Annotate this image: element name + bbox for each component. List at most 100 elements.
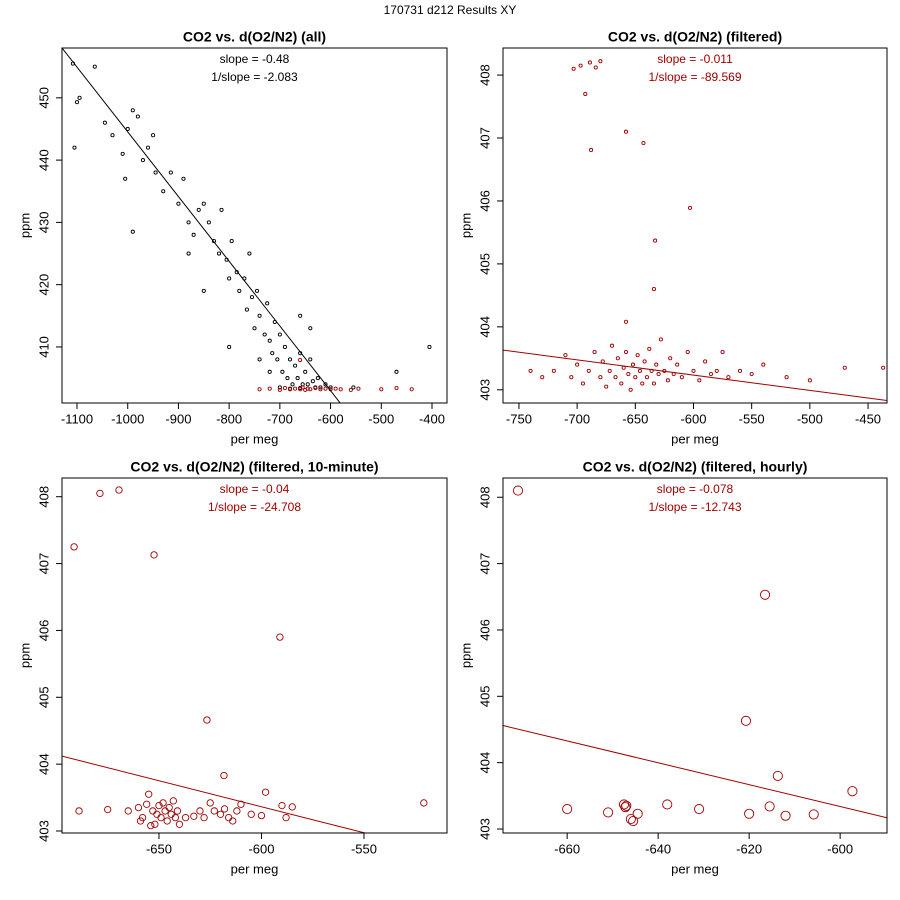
point xyxy=(592,349,597,355)
x-tick-label: -550 xyxy=(351,841,377,856)
point xyxy=(191,232,196,237)
point xyxy=(749,371,754,377)
x-tick-label: -1000 xyxy=(111,411,144,426)
x-tick-label: -800 xyxy=(216,411,242,426)
point xyxy=(625,814,636,825)
point xyxy=(282,344,287,349)
y-tick-label: 406 xyxy=(477,190,492,212)
point xyxy=(275,357,280,362)
y-tick-label: 408 xyxy=(477,64,492,86)
point xyxy=(807,378,812,383)
point xyxy=(512,485,524,496)
point xyxy=(308,357,313,362)
point xyxy=(257,387,262,392)
point xyxy=(210,807,218,815)
x-tick-label: -700 xyxy=(267,411,293,426)
point xyxy=(615,356,620,361)
point xyxy=(315,376,320,381)
plot-area xyxy=(62,486,428,833)
plot-frame xyxy=(61,477,448,834)
fit-line xyxy=(62,48,341,403)
x-axis-label: per meg xyxy=(671,431,719,446)
point xyxy=(687,205,693,210)
point xyxy=(630,362,636,367)
point xyxy=(540,375,545,380)
plot-area xyxy=(503,59,887,401)
point xyxy=(668,356,673,361)
point xyxy=(145,790,153,798)
point xyxy=(628,387,633,392)
y-tick-label: 407 xyxy=(36,553,51,575)
point xyxy=(130,229,135,234)
point xyxy=(575,362,580,367)
x-tick-label: -700 xyxy=(564,411,590,426)
y-tick-label: 404 xyxy=(477,752,492,774)
point xyxy=(161,189,166,194)
x-tick-label: -1100 xyxy=(61,411,93,426)
point xyxy=(619,381,624,386)
point xyxy=(675,362,680,367)
annotation: 1/slope = -12.743 xyxy=(648,500,741,514)
panel: CO2 vs. d(O2/N2) (filtered, 10-minute) sl… xyxy=(17,459,448,876)
point xyxy=(216,251,222,256)
point xyxy=(604,384,609,389)
fit-line xyxy=(62,755,366,833)
x-tick-label: -450 xyxy=(855,411,881,426)
plot-area xyxy=(503,485,887,827)
point xyxy=(583,91,588,96)
annotation: 1/slope = -89.569 xyxy=(648,70,741,84)
point xyxy=(348,387,353,392)
point xyxy=(640,381,645,386)
point xyxy=(249,295,255,300)
point xyxy=(356,386,361,391)
point xyxy=(637,368,643,373)
point xyxy=(96,489,104,498)
point xyxy=(708,371,713,377)
point xyxy=(598,375,603,380)
point xyxy=(72,145,77,150)
point xyxy=(171,813,180,822)
point xyxy=(92,64,97,69)
y-tick-label: 406 xyxy=(36,620,51,642)
point xyxy=(654,362,659,367)
point xyxy=(303,369,308,374)
fit-line xyxy=(503,725,887,819)
point xyxy=(653,238,658,243)
point xyxy=(206,220,211,225)
point xyxy=(323,386,328,391)
point xyxy=(282,813,290,822)
point xyxy=(186,220,191,225)
point xyxy=(123,176,128,181)
point xyxy=(280,369,285,374)
panel-title: CO2 vs. d(O2/N2) (filtered, hourly) xyxy=(583,459,808,475)
point xyxy=(528,368,533,373)
x-tick-label: -620 xyxy=(736,841,762,856)
point xyxy=(277,385,282,390)
annotation: slope = -0.078 xyxy=(657,482,734,496)
point xyxy=(642,359,647,364)
point xyxy=(620,802,631,813)
point xyxy=(333,386,338,391)
point xyxy=(697,378,702,383)
point xyxy=(351,385,356,390)
y-tick-label: 420 xyxy=(36,274,51,296)
point xyxy=(102,120,107,125)
point xyxy=(720,349,725,355)
point xyxy=(254,288,260,293)
point xyxy=(635,353,640,358)
point xyxy=(175,820,184,828)
y-tick-label: 404 xyxy=(477,316,492,338)
panel: CO2 vs. d(O2/N2) (filtered) slope = -0.01… xyxy=(458,29,888,446)
point xyxy=(130,108,135,113)
point xyxy=(881,365,886,370)
y-tick-label: 406 xyxy=(477,619,492,641)
point xyxy=(104,805,112,814)
y-tick-label: 403 xyxy=(36,820,51,842)
point xyxy=(318,385,323,390)
point xyxy=(598,59,603,64)
point xyxy=(658,337,663,342)
point xyxy=(409,387,414,392)
point xyxy=(216,810,225,818)
point xyxy=(267,369,272,374)
